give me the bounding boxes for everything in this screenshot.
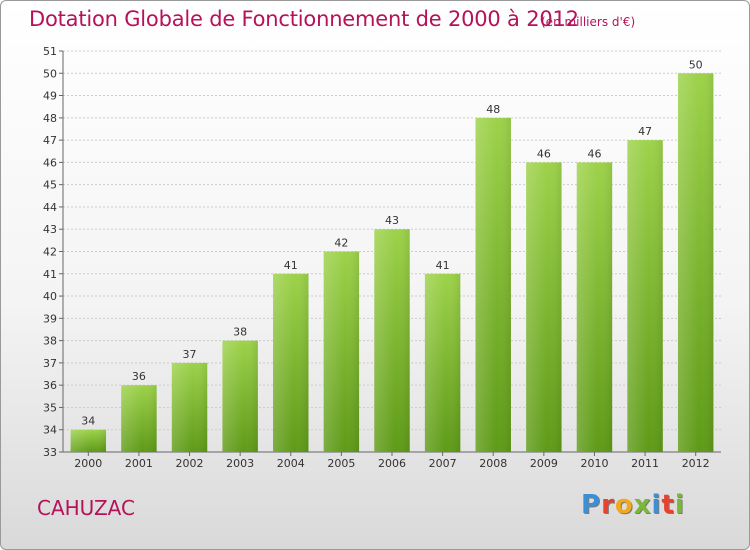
x-tick-label: 2010: [580, 457, 608, 470]
bar-shade: [121, 385, 157, 452]
value-label: 48: [486, 103, 500, 116]
y-tick-label: 33: [43, 446, 57, 459]
value-label: 34: [81, 415, 95, 428]
y-tick-label: 46: [43, 156, 57, 169]
logo-letter: o: [614, 490, 634, 520]
bar-shade: [576, 162, 613, 452]
value-label: 47: [638, 125, 652, 138]
y-tick-label: 37: [43, 357, 57, 370]
logo-letter: t: [661, 490, 675, 520]
x-tick-label: 2008: [479, 457, 507, 470]
x-tick-label: 2002: [176, 457, 204, 470]
bar-shade: [273, 273, 309, 452]
logo-letter: P: [581, 490, 602, 520]
bar-shade: [677, 73, 714, 453]
x-tick-label: 2003: [226, 457, 254, 470]
y-tick-label: 49: [43, 90, 57, 103]
y-tick-label: 42: [43, 246, 57, 259]
unit-note: (en milliers d'€): [541, 15, 636, 29]
value-label: 36: [132, 370, 146, 383]
town-name: CAHUZAC: [37, 496, 135, 520]
value-label: 37: [183, 348, 197, 361]
y-tick-label: 47: [43, 134, 57, 147]
x-tick-label: 2000: [74, 457, 102, 470]
value-labels: 34 36 37 38 41 42 43 41 48 46 46 47 50: [81, 58, 702, 427]
value-label: 46: [537, 147, 551, 160]
x-tick-label: 2011: [631, 457, 659, 470]
value-label: 43: [385, 214, 399, 227]
x-tick-label: 2006: [378, 457, 406, 470]
value-label: 46: [587, 147, 601, 160]
y-tick-labels: 33 34 35 36 37 38 39 40 41 42 43 44 45 46 47 48 49 50 51: [43, 45, 57, 459]
y-tick-label: 48: [43, 112, 57, 125]
value-label: 41: [436, 259, 450, 272]
y-tick-label: 43: [43, 223, 57, 236]
y-tick-label: 50: [43, 67, 57, 80]
value-label: 38: [233, 326, 247, 339]
bar-shade: [222, 340, 258, 452]
x-tick-label: 2007: [429, 457, 457, 470]
logo-letter: i: [674, 490, 685, 520]
x-tick-label: 2001: [125, 457, 153, 470]
x-tick-label: 2012: [682, 457, 710, 470]
bar-shade: [424, 273, 461, 452]
x-tick-label: 2005: [327, 457, 355, 470]
bar-shade: [70, 429, 107, 452]
bar-shade: [323, 251, 360, 452]
bars: [70, 73, 714, 453]
x-tick-labels: 2000 2001 2002 2003 2004 2005 2006 2007 2008 2009…: [74, 457, 709, 470]
y-tick-label: 51: [43, 45, 57, 58]
value-label: 41: [284, 259, 298, 272]
y-tick-label: 38: [43, 335, 57, 348]
value-label: 50: [689, 58, 703, 71]
bar-shade: [526, 162, 562, 452]
y-tick-label: 34: [43, 424, 57, 437]
y-tick-label: 39: [43, 312, 57, 325]
y-tick-label: 45: [43, 179, 57, 192]
logo-letter: i: [651, 490, 662, 520]
bar-shade: [475, 117, 511, 452]
logo-letter: x: [633, 490, 652, 520]
y-tick-label: 40: [43, 290, 57, 303]
y-tick-label: 36: [43, 379, 57, 392]
x-tick-label: 2009: [530, 457, 558, 470]
chart-title: Dotation Globale de Fonctionnement de 20…: [29, 7, 579, 31]
y-tick-label: 35: [43, 401, 57, 414]
bar-shade: [627, 140, 663, 452]
value-label: 42: [334, 237, 348, 250]
bar-shade: [374, 229, 410, 452]
y-tick-label: 44: [43, 201, 57, 214]
logo-letter: r: [601, 490, 615, 520]
proxiti-logo: Proxiti: [581, 490, 685, 520]
bar-shade: [171, 362, 208, 452]
y-tick-label: 41: [43, 268, 57, 281]
x-tick-label: 2004: [277, 457, 305, 470]
